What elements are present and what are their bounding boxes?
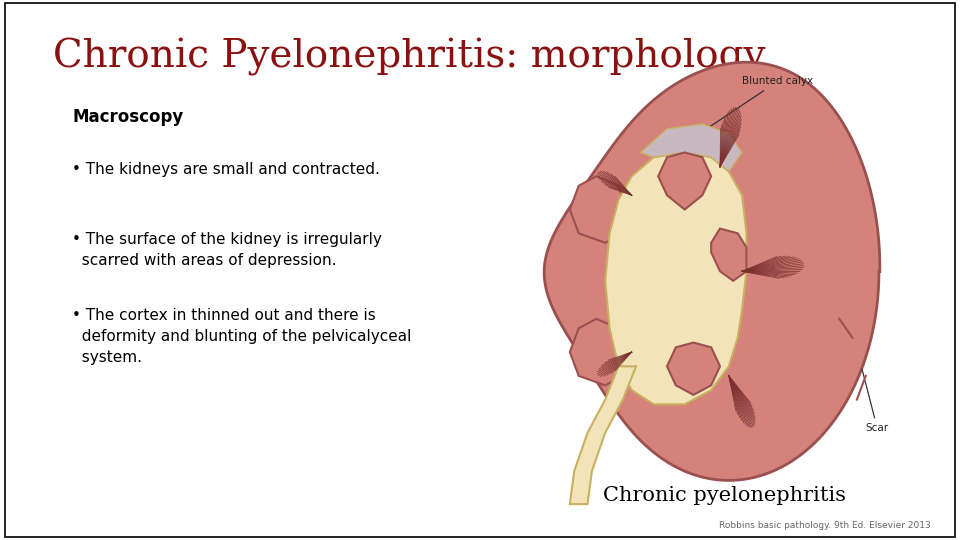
Polygon shape bbox=[711, 228, 747, 281]
Text: Robbins basic pathology. 9th Ed. Elsevier 2013: Robbins basic pathology. 9th Ed. Elsevie… bbox=[719, 521, 931, 530]
Text: Chronic Pyelonephritis: morphology: Chronic Pyelonephritis: morphology bbox=[53, 38, 765, 76]
Polygon shape bbox=[570, 366, 636, 504]
Polygon shape bbox=[544, 62, 879, 481]
Text: Chronic pyelonephritis: Chronic pyelonephritis bbox=[603, 486, 847, 505]
Polygon shape bbox=[605, 152, 747, 404]
Polygon shape bbox=[570, 176, 627, 243]
Text: Scar: Scar bbox=[862, 369, 889, 434]
Text: • The kidneys are small and contracted.: • The kidneys are small and contracted. bbox=[72, 162, 380, 177]
Text: Macroscopy: Macroscopy bbox=[72, 108, 183, 126]
Polygon shape bbox=[667, 342, 720, 395]
Text: • The surface of the kidney is irregularly
  scarred with areas of depression.: • The surface of the kidney is irregular… bbox=[72, 232, 382, 268]
Polygon shape bbox=[640, 124, 742, 172]
Text: Blunted calyx: Blunted calyx bbox=[709, 77, 813, 127]
Text: • The cortex in thinned out and there is
  deformity and blunting of the pelvica: • The cortex in thinned out and there is… bbox=[72, 308, 412, 365]
Polygon shape bbox=[570, 319, 627, 386]
Polygon shape bbox=[659, 152, 711, 210]
